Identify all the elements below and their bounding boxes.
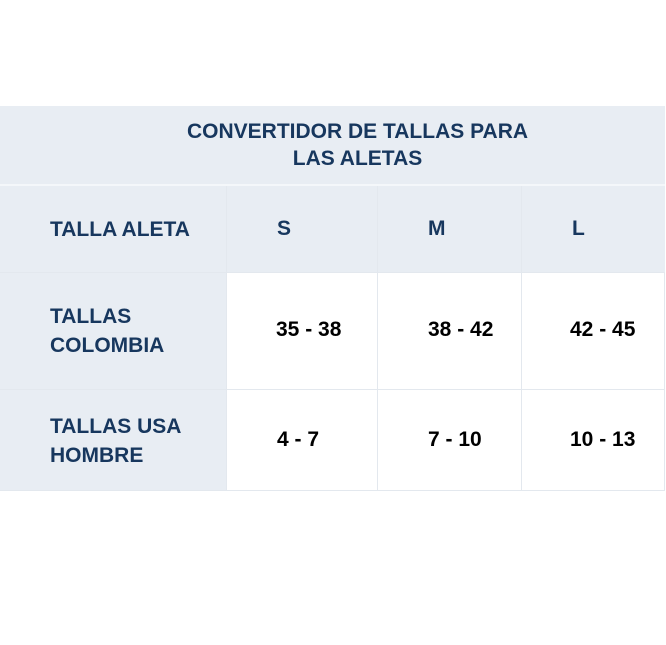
row-label-line-1: TALLAS <box>50 305 132 328</box>
table-row: TALLAS USA HOMBRE 4 - 7 7 - 10 10 - 13 <box>0 390 665 491</box>
header-label: TALLA ALETA <box>0 186 227 272</box>
cell-m: 7 - 10 <box>378 390 522 490</box>
cell-l: 10 - 13 <box>522 390 665 490</box>
row-label: TALLAS USA HOMBRE <box>0 390 227 490</box>
size-conversion-table: CONVERTIDOR DE TALLAS PARA LAS ALETAS TA… <box>0 106 665 491</box>
row-label-line-1: TALLAS USA <box>50 415 182 438</box>
cell-s: 4 - 7 <box>227 390 378 490</box>
row-label-line-2: COLOMBIA <box>50 334 165 357</box>
cell-m: 38 - 42 <box>378 273 522 389</box>
table-row: TALLAS COLOMBIA 35 - 38 38 - 42 42 - 45 <box>0 273 665 390</box>
row-label: TALLAS COLOMBIA <box>0 273 227 389</box>
row-label-line-2: HOMBRE <box>50 444 144 467</box>
header-size-s: S <box>227 186 378 272</box>
header-row: TALLA ALETA S M L <box>0 186 665 273</box>
title-line-1: CONVERTIDOR DE TALLAS PARA <box>186 120 529 143</box>
cell-s: 35 - 38 <box>227 273 378 389</box>
header-size-m: M <box>378 186 522 272</box>
table-title: CONVERTIDOR DE TALLAS PARA LAS ALETAS <box>0 106 665 186</box>
cell-l: 42 - 45 <box>522 273 665 389</box>
title-line-2: LAS ALETAS <box>292 147 423 170</box>
header-size-l: L <box>522 186 665 272</box>
